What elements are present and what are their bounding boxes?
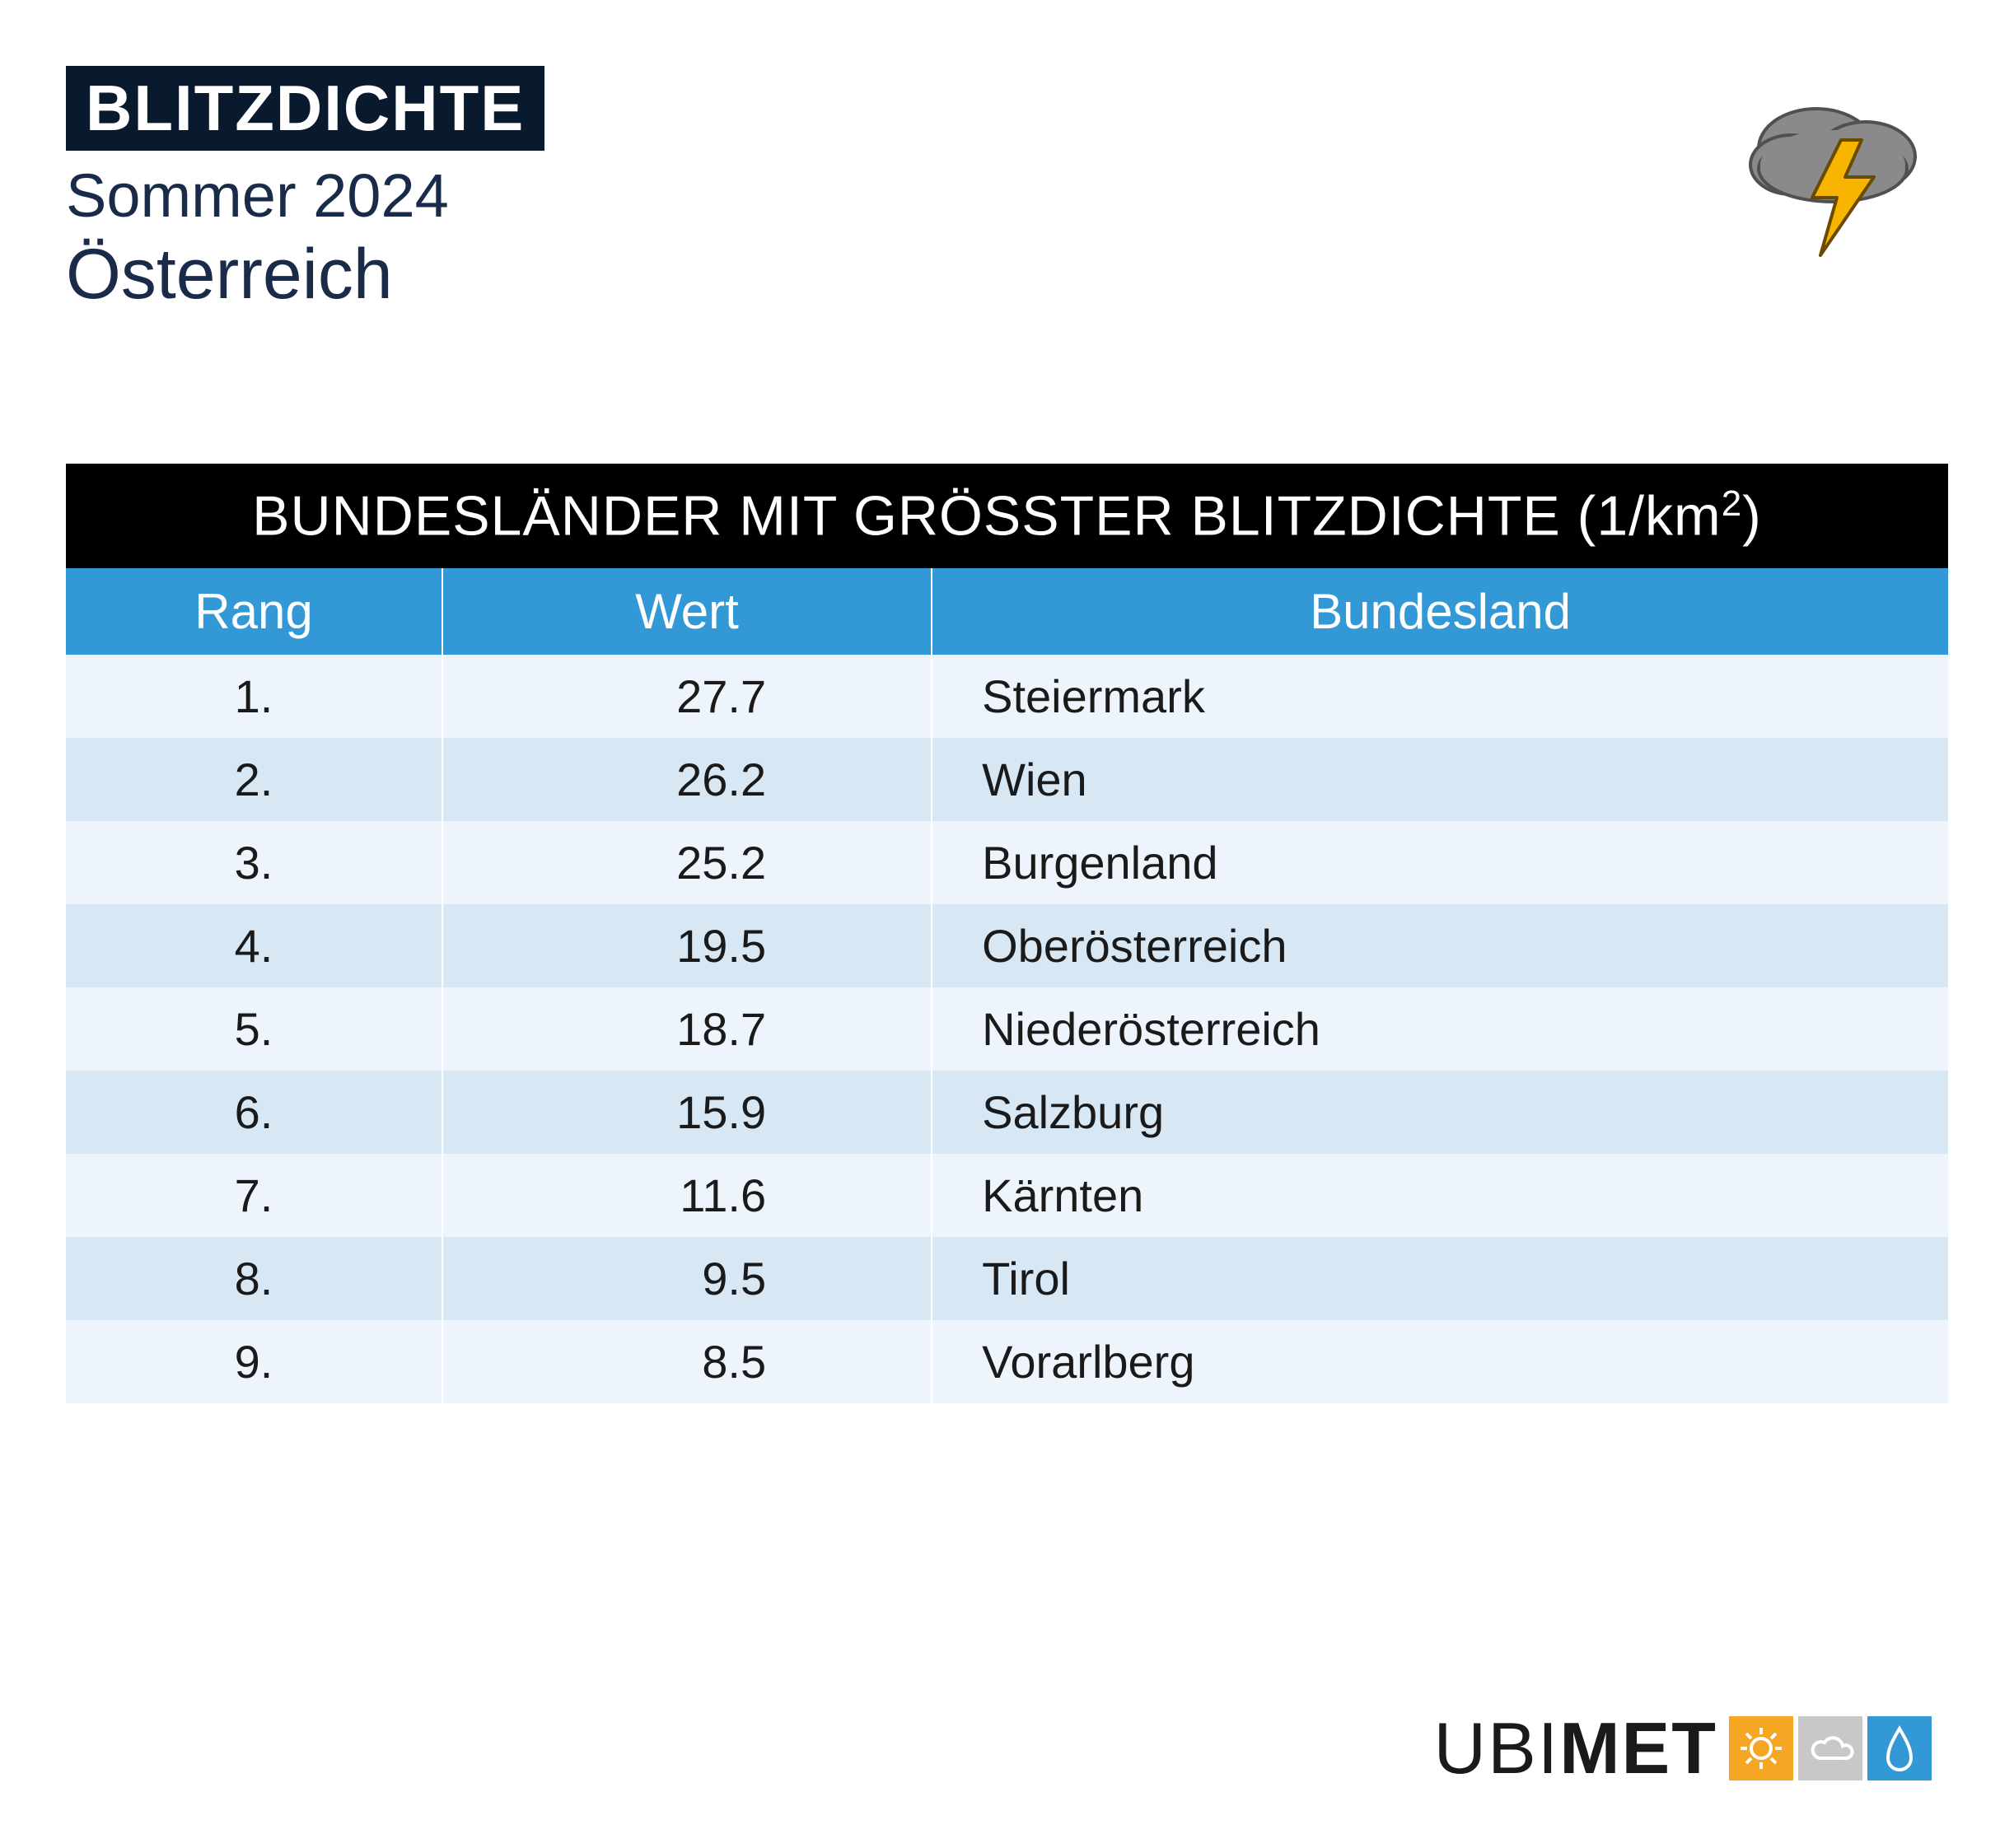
page-subtitle: Sommer 2024	[66, 161, 544, 231]
table-row: 4.19.5Oberösterreich	[66, 904, 1948, 987]
table-row: 1.27.7Steiermark	[66, 655, 1948, 738]
cell-value: 8.5	[442, 1320, 932, 1403]
cloud-icon	[1798, 1716, 1862, 1780]
cell-value: 19.5	[442, 904, 932, 987]
header-block: BLITZDICHTE Sommer 2024 Österreich	[66, 66, 544, 315]
page-country: Österreich	[66, 234, 544, 315]
table-row: 8.9.5Tirol	[66, 1237, 1948, 1320]
cell-value: 27.7	[442, 655, 932, 738]
cell-rank: 7.	[66, 1154, 442, 1237]
cell-rank: 9.	[66, 1320, 442, 1403]
cell-rank: 5.	[66, 987, 442, 1071]
raindrop-icon	[1867, 1716, 1932, 1780]
sun-icon	[1729, 1716, 1793, 1780]
cell-rank: 3.	[66, 821, 442, 904]
table-title-suffix: )	[1742, 485, 1762, 548]
table-row: 6.15.9Salzburg	[66, 1071, 1948, 1154]
cell-region: Tirol	[932, 1237, 1948, 1320]
col-header-region: Bundesland	[932, 568, 1948, 655]
cell-value: 9.5	[442, 1237, 932, 1320]
col-header-value: Wert	[442, 568, 932, 655]
brand-logo-icons	[1729, 1716, 1932, 1780]
page-title: BLITZDICHTE	[66, 66, 544, 151]
cell-region: Niederösterreich	[932, 987, 1948, 1071]
cell-rank: 6.	[66, 1071, 442, 1154]
cell-region: Wien	[932, 738, 1948, 821]
ranking-table: BUNDESLÄNDER MIT GRÖSSTER BLITZDICHTE (1…	[66, 464, 1948, 1403]
brand-thin: UBI	[1434, 1707, 1560, 1789]
cell-value: 26.2	[442, 738, 932, 821]
table-row: 2.26.2Wien	[66, 738, 1948, 821]
cell-region: Oberösterreich	[932, 904, 1948, 987]
cell-region: Burgenland	[932, 821, 1948, 904]
brand-bold: MET	[1559, 1707, 1717, 1789]
thunder-cloud-icon	[1734, 82, 1932, 268]
table-title-text: BUNDESLÄNDER MIT GRÖSSTER BLITZDICHTE (1…	[252, 485, 1722, 548]
brand-name: UBIMET	[1434, 1706, 1717, 1790]
table-title-exp: 2	[1722, 483, 1742, 524]
table-row: 7.11.6Kärnten	[66, 1154, 1948, 1237]
cell-rank: 2.	[66, 738, 442, 821]
table-row: 9.8.5Vorarlberg	[66, 1320, 1948, 1403]
table-title-row: BUNDESLÄNDER MIT GRÖSSTER BLITZDICHTE (1…	[66, 464, 1948, 568]
table-head-row: Rang Wert Bundesland	[66, 568, 1948, 655]
col-header-rank: Rang	[66, 568, 442, 655]
cell-region: Vorarlberg	[932, 1320, 1948, 1403]
cell-rank: 1.	[66, 655, 442, 738]
footer-brand: UBIMET	[1434, 1706, 1932, 1790]
cell-value: 15.9	[442, 1071, 932, 1154]
cell-region: Kärnten	[932, 1154, 1948, 1237]
cell-region: Steiermark	[932, 655, 1948, 738]
table-row: 5.18.7Niederösterreich	[66, 987, 1948, 1071]
cell-rank: 8.	[66, 1237, 442, 1320]
table-row: 3.25.2Burgenland	[66, 821, 1948, 904]
cell-value: 11.6	[442, 1154, 932, 1237]
cell-value: 25.2	[442, 821, 932, 904]
cell-rank: 4.	[66, 904, 442, 987]
cell-value: 18.7	[442, 987, 932, 1071]
cell-region: Salzburg	[932, 1071, 1948, 1154]
